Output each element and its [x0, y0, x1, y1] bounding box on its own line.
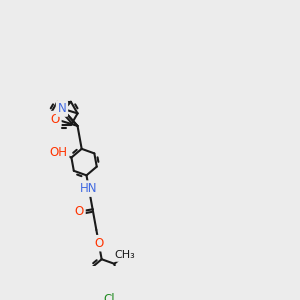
Text: N: N: [58, 102, 66, 115]
Text: CH₃: CH₃: [114, 250, 135, 260]
Text: OH: OH: [50, 146, 68, 160]
Text: O: O: [51, 112, 60, 126]
Text: HN: HN: [80, 182, 98, 195]
Text: O: O: [75, 205, 84, 218]
Text: O: O: [94, 237, 104, 250]
Text: Cl: Cl: [103, 292, 115, 300]
